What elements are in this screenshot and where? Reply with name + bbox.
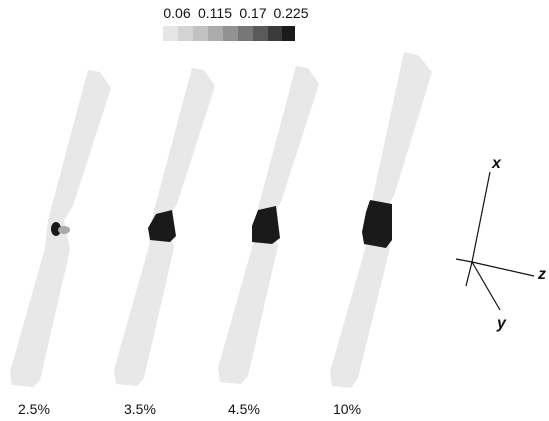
specimen-label: 2.5%	[18, 401, 50, 417]
colorbar-tick: 0.06	[163, 5, 190, 21]
colorbar-tick: 0.115	[198, 5, 232, 21]
colorbar-tick: 0.17	[239, 5, 266, 21]
specimen	[114, 68, 215, 386]
specimen	[10, 70, 111, 387]
specimen-label: 4.5%	[228, 401, 260, 417]
specimen-label: 3.5%	[124, 401, 156, 417]
specimen	[330, 52, 432, 388]
axis-label: x	[491, 155, 502, 172]
axis-triad	[456, 172, 534, 310]
axis-label: y	[496, 315, 507, 332]
specimen	[218, 66, 319, 384]
colorbar	[163, 26, 295, 41]
axis-label: z	[537, 266, 546, 283]
colorbar-tick: 0.225	[273, 5, 308, 21]
specimen-label: 10%	[333, 401, 361, 417]
figure: 0.06 0.115 0.17 0.225 2.5% 3.5% 4.5% 10%…	[0, 0, 549, 421]
